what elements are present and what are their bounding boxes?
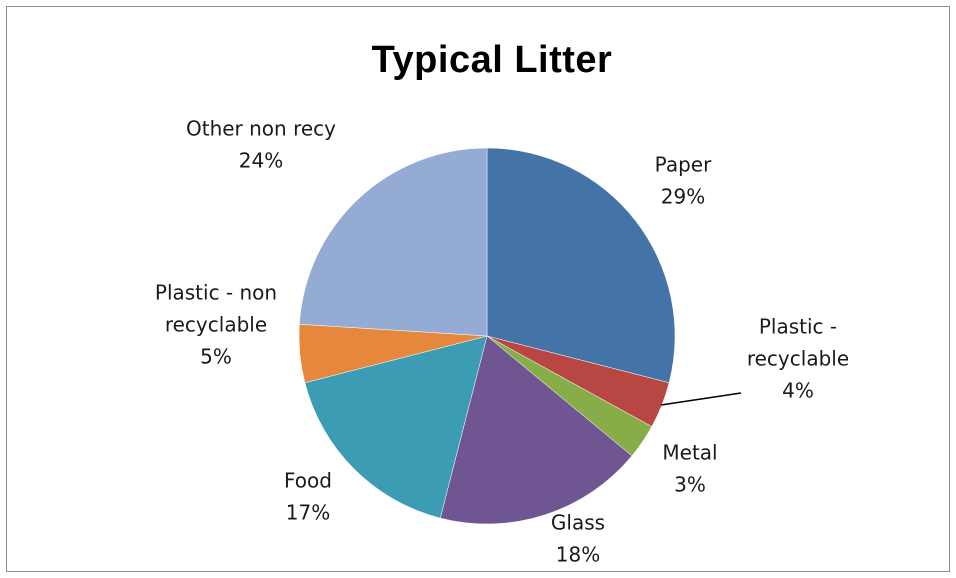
slice-category-label: Plastic - non [155, 281, 277, 305]
slice-category-label: recyclable [747, 347, 849, 371]
pie-slice-6 [299, 147, 488, 337]
slice-percent-label: 24% [239, 149, 283, 173]
slice-category-label: Paper [655, 153, 712, 177]
pie-slices [298, 147, 676, 525]
slice-category-label: Plastic - [759, 315, 837, 339]
slice-category-label: Other non recy [186, 117, 336, 141]
slice-percent-label: 4% [782, 379, 814, 403]
slice-labels: Paper 29% Plastic - recyclable 4% Metal 3% Glas… [155, 117, 849, 567]
leader-line [660, 392, 742, 406]
slice-percent-label: 5% [200, 345, 232, 369]
pie-slice-4 [304, 335, 488, 519]
slice-category-label: recyclable [165, 313, 267, 337]
slice-percent-label: 29% [661, 185, 705, 209]
slice-category-label: Metal [662, 441, 717, 465]
leader-lines [660, 392, 742, 406]
slice-percent-label: 17% [286, 501, 330, 525]
slice-percent-label: 3% [674, 473, 706, 497]
chart-title: Typical Litter [371, 39, 613, 81]
slice-category-label: Glass [551, 511, 605, 535]
slice-percent-label: 18% [556, 543, 600, 567]
slice-category-label: Food [284, 469, 332, 493]
pie-slice-0 [486, 147, 676, 384]
pie-slice-3 [439, 335, 633, 525]
